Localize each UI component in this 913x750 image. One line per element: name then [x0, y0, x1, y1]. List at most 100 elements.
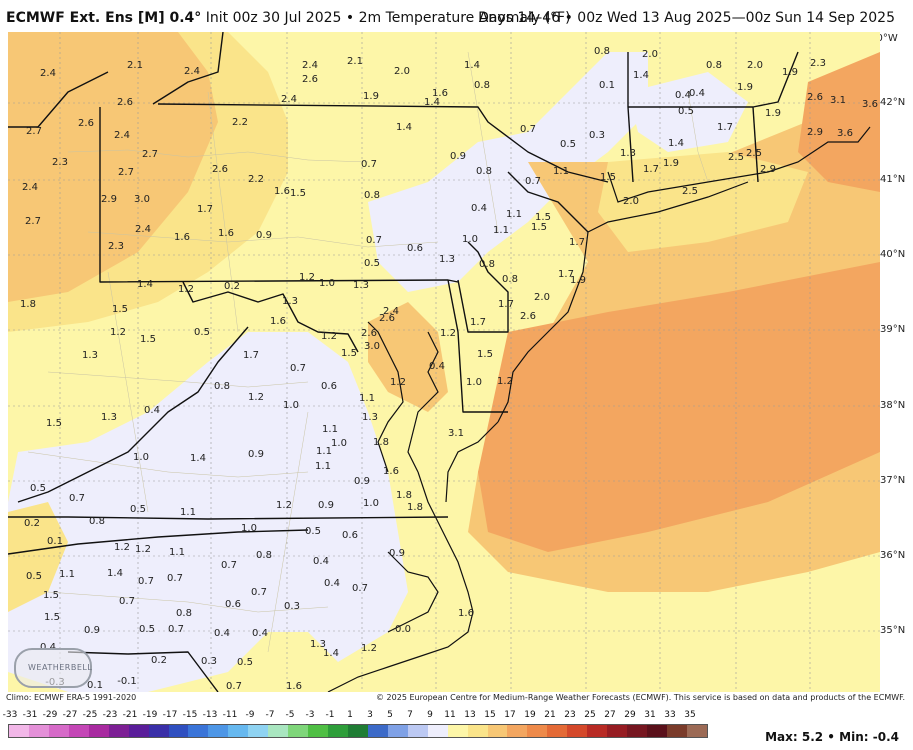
- scale-swatch: [248, 725, 269, 737]
- anomaly-value-label: 1.3: [353, 280, 369, 291]
- anomaly-value-label: 0.5: [305, 526, 321, 537]
- warm-region-southwest: [8, 502, 68, 612]
- anomaly-value-label: 0.5: [237, 657, 253, 668]
- cool-region-inland: [8, 332, 408, 692]
- scale-tick-label: -25: [82, 710, 98, 720]
- anomaly-value-label: 0.8: [364, 190, 380, 201]
- anomaly-value-label: 0.7: [251, 587, 267, 598]
- scale-swatch: [68, 725, 89, 737]
- anomaly-value-label: 1.2: [110, 327, 126, 338]
- anomaly-value-label: 2.3: [810, 58, 826, 69]
- anomaly-value-label: 1.9: [737, 82, 753, 93]
- min-label: Min:: [839, 730, 869, 744]
- anomaly-value-label: 2.6: [117, 97, 133, 108]
- anomaly-value-label: 1.0: [133, 452, 149, 463]
- anomaly-value-label: 0.8: [706, 60, 722, 71]
- anomaly-value-label: 0.4: [252, 628, 268, 639]
- scale-ticks: -33 -31 -29 -27 -25 -23 -21 -19 -17 -15 -13 -11 -9 -7…: [3, 710, 708, 722]
- anomaly-value-label: 1.3: [282, 296, 298, 307]
- anomaly-value-label: 1.1: [180, 507, 196, 518]
- weatherbell-logo: WEATHERBELL: [14, 648, 92, 688]
- anomaly-value-label: 0.7: [119, 596, 135, 607]
- anomaly-value-label: 1.0: [466, 377, 482, 388]
- scale-swatch: [308, 725, 328, 737]
- anomaly-value-label: 0.7: [138, 576, 154, 587]
- scale-tick-label: 7: [407, 710, 413, 720]
- anomaly-value-label: 2.6: [807, 92, 823, 103]
- anomaly-value-label: 1.5: [477, 349, 493, 360]
- anomaly-value-label: 0.8: [256, 550, 272, 561]
- anomaly-value-label: 1.4: [107, 568, 123, 579]
- scale-tick-label: 1: [347, 710, 353, 720]
- scale-tick-label: -29: [42, 710, 58, 720]
- scale-swatch: [9, 725, 29, 737]
- anomaly-value-label: 0.9: [248, 449, 264, 460]
- anomaly-value-label: 1.5: [531, 222, 547, 233]
- scale-swatch: [647, 725, 667, 737]
- anomaly-value-label: 0.9: [450, 151, 466, 162]
- valid-range: Days 14–46 • 00z Wed 13 Aug 2025—00z Sun…: [478, 10, 895, 26]
- anomaly-value-label: 1.6: [174, 232, 190, 243]
- scale-swatch: [28, 725, 49, 737]
- anomaly-value-label: 1.4: [137, 279, 153, 290]
- scale-tick-label: -7: [265, 710, 275, 720]
- anomaly-value-label: 0.7: [290, 363, 306, 374]
- scale-tick-label: -3: [305, 710, 315, 720]
- anomaly-value-label: 0.7: [221, 560, 237, 571]
- latitude-label: 37°N: [880, 475, 906, 486]
- anomaly-value-label: 1.2: [299, 272, 315, 283]
- scale-tick-label: 35: [684, 710, 696, 720]
- scale-tick-label: -33: [2, 710, 18, 720]
- anomaly-value-label: 1.9: [782, 67, 798, 78]
- scale-tick-label: -21: [122, 710, 138, 720]
- scale-swatch: [607, 725, 628, 737]
- cool-region-long-island: [628, 72, 748, 152]
- scale-swatch: [487, 725, 508, 737]
- anomaly-value-label: 0.3: [284, 601, 300, 612]
- scale-swatch: [48, 725, 69, 737]
- anomaly-value-label: 0.7: [366, 235, 382, 246]
- anomaly-value-label: 0.9: [318, 500, 334, 511]
- anomaly-value-label: 2.4: [40, 68, 56, 79]
- scale-swatch: [627, 725, 647, 737]
- scale-swatch: [447, 725, 468, 737]
- scale-tick-label: 21: [544, 710, 556, 720]
- anomaly-value-label: 1.0: [331, 438, 347, 449]
- anomaly-value-label: 3.1: [830, 95, 846, 106]
- map-title: ECMWF Ext. Ens [M] 0.4° Init 00z 30 Jul …: [6, 10, 571, 26]
- anomaly-value-label: 0.4: [429, 361, 445, 372]
- anomaly-value-label: 0.5: [26, 571, 42, 582]
- anomaly-value-label: 2.4: [184, 66, 200, 77]
- color-scale: -33 -31 -29 -27 -25 -23 -21 -19 -17 -15 -13 -11 -9 -7…: [3, 710, 708, 738]
- anomaly-value-label: 2.0: [394, 66, 410, 77]
- anomaly-value-label: 0.2: [224, 281, 240, 292]
- anomaly-value-label: 0.7: [226, 681, 242, 692]
- anomaly-value-label: 1.1: [553, 166, 569, 177]
- scale-tick-label: -9: [245, 710, 255, 720]
- anomaly-value-label: 1.4: [633, 70, 649, 81]
- anomaly-value-label: 0.7: [520, 124, 536, 135]
- anomaly-value-label: 1.0: [462, 234, 478, 245]
- anomaly-value-label: 1.1: [359, 393, 375, 404]
- anomaly-value-label: 1.5: [140, 334, 156, 345]
- scale-tick-label: -13: [202, 710, 218, 720]
- scale-tick-label: -17: [162, 710, 178, 720]
- forecast-days: Days 14–46: [478, 10, 561, 26]
- anomaly-value-label: 1.4: [464, 60, 480, 71]
- anomaly-value-label: 1.3: [362, 412, 378, 423]
- anomaly-value-label: 2.0: [642, 49, 658, 60]
- latitude-label: 39°N: [880, 324, 906, 335]
- anomaly-value-label: 1.2: [114, 542, 130, 553]
- anomaly-map[interactable]: 2.4 2.1 2.4 2.4 2.6 2.1 2.0 1.4 0.8 2.0 1.4 0.8 2.0 1…: [8, 32, 880, 692]
- copyright-note: © 2025 European Centre for Medium-Range …: [376, 693, 905, 702]
- anomaly-value-label: 1.7: [717, 122, 733, 133]
- scale-tick-label: -1: [325, 710, 335, 720]
- anomaly-value-label: 0.4: [675, 90, 691, 101]
- anomaly-value-label: 1.2: [135, 544, 151, 555]
- anomaly-value-label: 1.7: [470, 317, 486, 328]
- anomaly-value-label: 2.6: [302, 74, 318, 85]
- anomaly-value-label: 1.5: [43, 590, 59, 601]
- anomaly-value-label: 2.7: [26, 126, 42, 137]
- latitude-label: 35°N: [880, 625, 906, 636]
- anomaly-value-label: 1.1: [59, 569, 75, 580]
